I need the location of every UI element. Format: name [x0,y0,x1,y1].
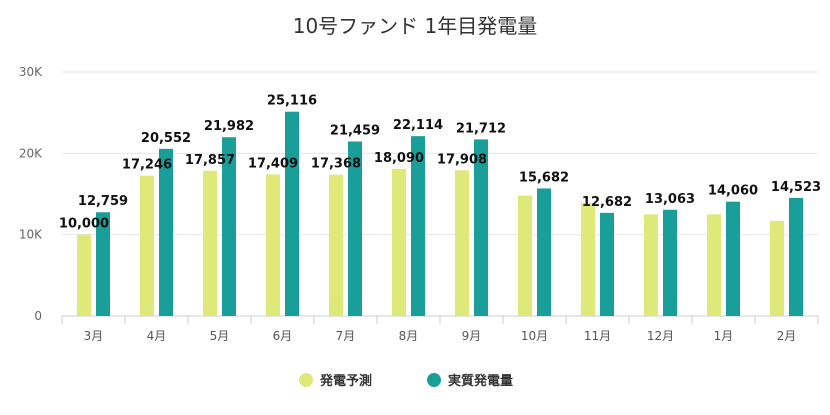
actual-bar [222,137,236,316]
data-label: 17,246 [122,158,172,173]
x-tick-label: 6月 [273,329,293,343]
x-tick-label: 10月 [521,329,548,343]
data-label: 17,409 [248,156,298,171]
data-label: 20,552 [141,131,191,146]
actual-bar [789,197,803,316]
data-label: 12,759 [78,194,128,209]
bars [77,111,803,316]
legend-marker [427,373,441,387]
data-label: 21,712 [456,121,506,136]
forecast-bar [392,168,406,316]
forecast-bar [644,214,658,316]
forecast-bar [707,214,721,316]
x-tick-label: 4月 [147,329,167,343]
actual-bar [348,141,362,316]
x-tick-label: 5月 [210,329,230,343]
forecast-bar [770,220,784,316]
forecast-bar [581,202,595,316]
x-axis: 3月 4月 5月 6月 7月 8月 9月 10月 11月 12月 1月 2月 [61,316,819,343]
actual-bar [96,212,110,316]
legend: 発電予測 実質発電量 [299,373,513,389]
data-label: 18,090 [374,151,424,166]
data-label: 17,857 [185,153,235,168]
forecast-bar [140,175,154,316]
forecast-bar [329,174,343,316]
data-label: 13,063 [645,192,695,207]
data-label: 25,116 [267,94,317,109]
data-label: 22,114 [393,118,443,133]
actual-bar [600,212,614,316]
actual-bar [537,188,551,316]
x-tick-label: 1月 [714,329,734,343]
y-tick-label: 20K [19,146,43,160]
x-tick-label: 2月 [777,329,797,343]
data-label: 12,682 [582,195,632,210]
data-label: 15,682 [519,170,569,185]
data-label: 14,523 [771,180,821,195]
data-labels: 10,000 17,246 17,857 17,409 17,368 18,090 17,9… [59,94,821,232]
y-tick-label: 0 [34,309,42,323]
grid [62,71,818,317]
forecast-bar [77,234,91,316]
y-tick-label: 30K [19,65,43,79]
data-label: 17,908 [437,152,487,167]
actual-bar [474,139,488,316]
legend-label: 実質発電量 [448,373,513,389]
legend-marker [299,373,313,387]
actual-bar [726,201,740,316]
x-tick-label: 3月 [84,329,104,343]
x-tick-label: 7月 [336,329,356,343]
forecast-bar [266,174,280,316]
forecast-bar [455,170,469,316]
data-label: 17,368 [311,157,361,172]
actual-bar [411,136,425,316]
legend-label: 発電予測 [319,373,372,389]
y-tick-label: 10K [19,228,43,242]
data-label: 10,000 [59,217,109,232]
actual-bar [663,209,677,316]
data-label: 21,982 [204,119,254,134]
x-tick-label: 8月 [399,329,419,343]
data-label: 21,459 [330,123,380,138]
x-tick-label: 9月 [462,329,482,343]
forecast-bar [203,170,217,316]
data-label: 14,060 [708,184,758,199]
forecast-bar [518,195,532,316]
actual-bar [285,111,299,316]
chart-title: 10号ファンド 1年目発電量 [293,14,538,38]
x-tick-label: 11月 [584,329,611,343]
y-axis: 0 10K 20K 30K [19,65,43,323]
actual-bar [159,148,173,316]
x-tick-label: 12月 [647,329,674,343]
